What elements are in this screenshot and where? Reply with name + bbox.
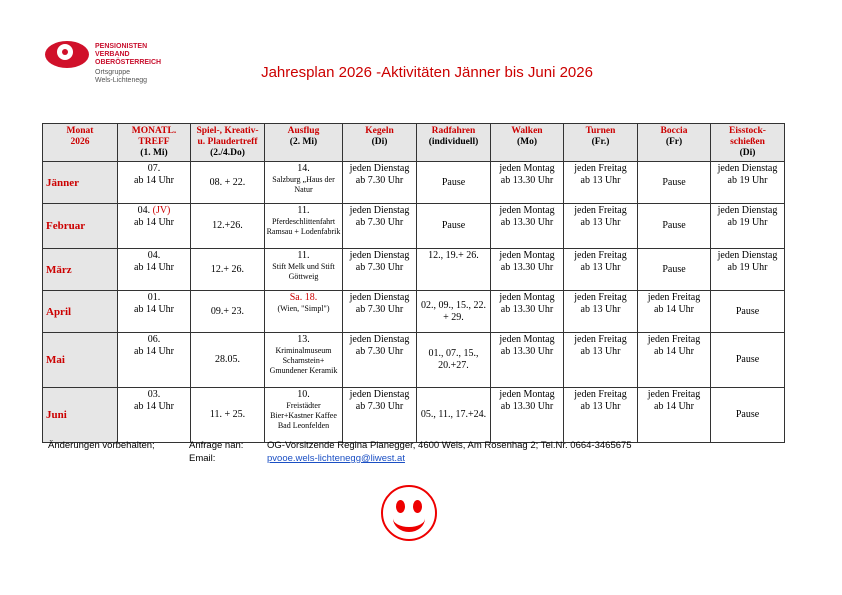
column-header: Spiel-, Kreativ- u. Plaudertreff (2./4.Do… [190,123,265,162]
column-header: Turnen (Fr.) [563,123,638,162]
table-row: Jänner 07. ab 14 Uhr 08. + 22. 14. Salzbu… [42,161,785,204]
column-header: Ausflug (2. Mi) [264,123,343,162]
boccia-cell: Pause [637,203,711,249]
schedule-table: Monat 2026 MONATL. TREFF (1. Mi) Spiel-, Kre… [42,123,785,443]
walken-cell: jeden Montag ab 13.30 Uhr [490,387,564,443]
month-cell: Juni [42,387,118,443]
column-header: MONATL. TREFF (1. Mi) [117,123,191,162]
eisstock-cell: Pause [710,332,785,388]
radfahren-cell: 02., 09., 15., 22. + 29. [416,290,491,333]
radfahren-cell: Pause [416,161,491,204]
table-row: April 01. ab 14 Uhr 09.+ 23. Sa. 18. (Wie… [42,290,785,333]
walken-cell: jeden Montag ab 13.30 Uhr [490,332,564,388]
smiley-face-icon [381,485,437,541]
month-cell: Februar [42,203,118,249]
boccia-cell: jeden Freitag ab 14 Uhr [637,387,711,443]
spiel-cell: 12.+ 26. [190,248,265,291]
month-cell: Mai [42,332,118,388]
eisstock-cell: Pause [710,387,785,443]
spiel-cell: 08. + 22. [190,161,265,204]
turnen-cell: jeden Freitag ab 13 Uhr [563,161,638,204]
turnen-cell: jeden Freitag ab 13 Uhr [563,290,638,333]
table-row: März 04. ab 14 Uhr 12.+ 26. 11. Stift Mel… [42,248,785,291]
kegeln-cell: jeden Dienstag ab 7.30 Uhr [342,290,417,333]
walken-cell: jeden Montag ab 13.30 Uhr [490,290,564,333]
column-header: Radfahren (individuell) [416,123,491,162]
walken-cell: jeden Montag ab 13.30 Uhr [490,161,564,204]
treff-cell: 04. (JV) ab 14 Uhr [117,203,191,249]
treff-cell: 01. ab 14 Uhr [117,290,191,333]
logo-p-icon [45,41,89,68]
email-link[interactable]: pvooe.wels-lichtenegg@liwest.at [267,453,405,464]
month-cell: Jänner [42,161,118,204]
boccia-cell: Pause [637,248,711,291]
turnen-cell: jeden Freitag ab 13 Uhr [563,332,638,388]
spiel-cell: 09.+ 23. [190,290,265,333]
eisstock-cell: jeden Dienstag ab 19 Uhr [710,248,785,291]
radfahren-cell: Pause [416,203,491,249]
eisstock-cell: jeden Dienstag ab 19 Uhr [710,203,785,249]
kegeln-cell: jeden Dienstag ab 7.30 Uhr [342,248,417,291]
spiel-cell: 12.+26. [190,203,265,249]
email-label: Email: [189,453,216,464]
kegeln-cell: jeden Dienstag ab 7.30 Uhr [342,387,417,443]
ausflug-cell: Sa. 18. (Wien, "Simpl") [264,290,343,333]
turnen-cell: jeden Freitag ab 13 Uhr [563,387,638,443]
eisstock-cell: jeden Dienstag ab 19 Uhr [710,161,785,204]
boccia-cell: jeden Freitag ab 14 Uhr [637,332,711,388]
kegeln-cell: jeden Dienstag ab 7.30 Uhr [342,161,417,204]
column-header: Walken (Mo) [490,123,564,162]
walken-cell: jeden Montag ab 13.30 Uhr [490,203,564,249]
turnen-cell: jeden Freitag ab 13 Uhr [563,248,638,291]
radfahren-cell: 05., 11., 17.+24. [416,387,491,443]
walken-cell: jeden Montag ab 13.30 Uhr [490,248,564,291]
kegeln-cell: jeden Dienstag ab 7.30 Uhr [342,203,417,249]
page-title: Jahresplan 2026 -Aktivitäten Jänner bis … [261,64,593,81]
ausflug-cell: 11. Pferdeschlittenfahrt Ramsau + Lodenfa… [264,203,343,249]
spiel-cell: 28.05. [190,332,265,388]
month-cell: März [42,248,118,291]
column-header: Eisstock-schießen (Di) [710,123,785,162]
disclaimer: Änderungen vorbehalten; [48,440,155,451]
ausflug-cell: 10. Freistädter Bier+Kastner Kaffee Bad L… [264,387,343,443]
logo: PENSIONISTEN VERBAND OBERÖSTERREICH Ortsgr… [45,41,195,86]
table-row: Juni 03. ab 14 Uhr 11. + 25. 10. Freistäd… [42,387,785,443]
treff-cell: 07. ab 14 Uhr [117,161,191,204]
treff-cell: 06. ab 14 Uhr [117,332,191,388]
spiel-cell: 11. + 25. [190,387,265,443]
column-header: Monat 2026 [42,123,118,162]
ausflug-cell: 14. Salzburg „Haus der Natur [264,161,343,204]
ausflug-cell: 13. Kriminalmuseum Scharnstein+ Gmundener… [264,332,343,388]
radfahren-cell: 12., 19.+ 26. [416,248,491,291]
turnen-cell: jeden Freitag ab 13 Uhr [563,203,638,249]
eisstock-cell: Pause [710,290,785,333]
kegeln-cell: jeden Dienstag ab 7.30 Uhr [342,332,417,388]
table-row: Februar 04. (JV) ab 14 Uhr 12.+26. 11. Pfe… [42,203,785,249]
column-header: Kegeln (Di) [342,123,417,162]
month-cell: April [42,290,118,333]
inquiry-label: Anfrage nan: [189,440,244,451]
column-header: Boccia (Fr) [637,123,711,162]
table-row: Mai 06. ab 14 Uhr 28.05. 13. Kriminalmuse… [42,332,785,388]
treff-cell: 03. ab 14 Uhr [117,387,191,443]
contact-info: OG-Vorsitzende Regina Planegger, 4600 We… [267,440,632,451]
boccia-cell: Pause [637,161,711,204]
treff-cell: 04. ab 14 Uhr [117,248,191,291]
radfahren-cell: 01., 07., 15., 20.+27. [416,332,491,388]
boccia-cell: jeden Freitag ab 14 Uhr [637,290,711,333]
ausflug-cell: 11. Stift Melk und Stift Göttweig [264,248,343,291]
